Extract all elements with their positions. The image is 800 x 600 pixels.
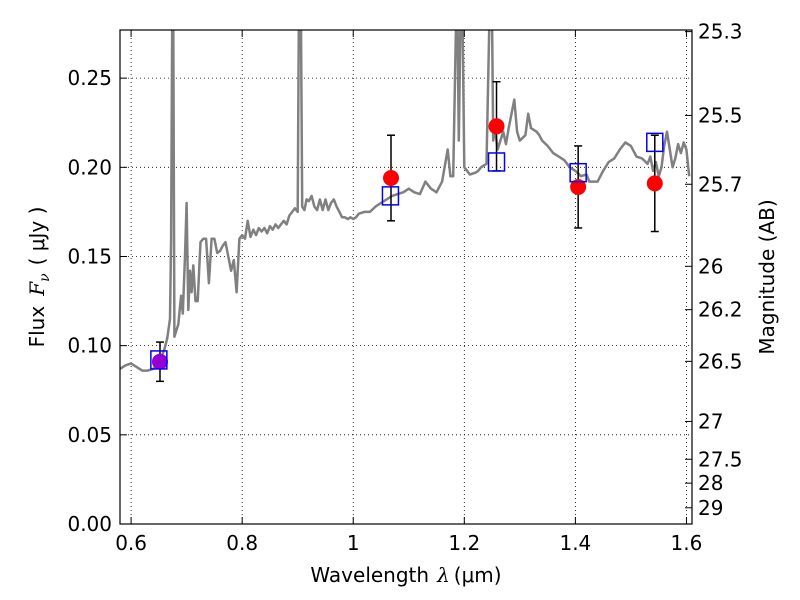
- mag-tick-label: 27: [698, 409, 723, 433]
- x-tick-label: 1.2: [448, 531, 480, 555]
- mag-tick-label: 29: [698, 496, 723, 520]
- x-tick-label: 1: [347, 531, 360, 555]
- axis-ticks: 0.6 0.8 1 1.2 1.4 1.6 0.00 0.05 0.10 0.15 0.20 0.25…: [67, 20, 742, 555]
- y-tick-label: 0.15: [67, 244, 112, 268]
- y2-axis-label: Magnitude (AB): [755, 199, 779, 354]
- y-tick-label: 0.10: [67, 334, 112, 358]
- mag-tick-label: 28: [698, 471, 723, 495]
- x-tick-label: 1.4: [559, 531, 591, 555]
- spectrum-line: [120, 30, 691, 372]
- mag-tick-label: 25.5: [698, 103, 743, 127]
- mag-tick-label: 26.2: [698, 298, 743, 322]
- mag-tick-label: 25.7: [698, 172, 743, 196]
- model-photometry-square: [646, 132, 664, 153]
- y-tick-label: 0.25: [67, 66, 112, 90]
- y-tick-label: 0.05: [67, 423, 112, 447]
- observed-point: [151, 353, 168, 370]
- y-tick-label: 0.20: [67, 155, 112, 179]
- mag-tick-label: 26: [698, 254, 723, 278]
- observed-point: [646, 175, 663, 192]
- observed-point: [570, 178, 587, 195]
- plot-area: [120, 30, 691, 383]
- mag-tick-label: 25.3: [698, 20, 743, 44]
- x-tick-label: 0.8: [226, 531, 258, 555]
- mag-tick-label: 26.5: [698, 349, 743, 373]
- model-photometry-square: [569, 162, 587, 183]
- mag-tick-label: 27.5: [698, 447, 743, 471]
- x-tick-label: 1.6: [671, 531, 703, 555]
- observed-point: [383, 170, 400, 187]
- y-tick-label: 0.00: [67, 512, 112, 536]
- plot-frame: [119, 29, 693, 525]
- x-tick-label: 0.6: [115, 531, 147, 555]
- model-photometry-square: [381, 186, 400, 206]
- x-axis-label: Wavelength λ (μm): [310, 563, 501, 587]
- y-axis-label: FluxFν( μJy ): [25, 207, 53, 348]
- model-photometry-square: [487, 152, 506, 172]
- observed-point: [488, 118, 505, 135]
- model-photometry-square: [150, 350, 168, 370]
